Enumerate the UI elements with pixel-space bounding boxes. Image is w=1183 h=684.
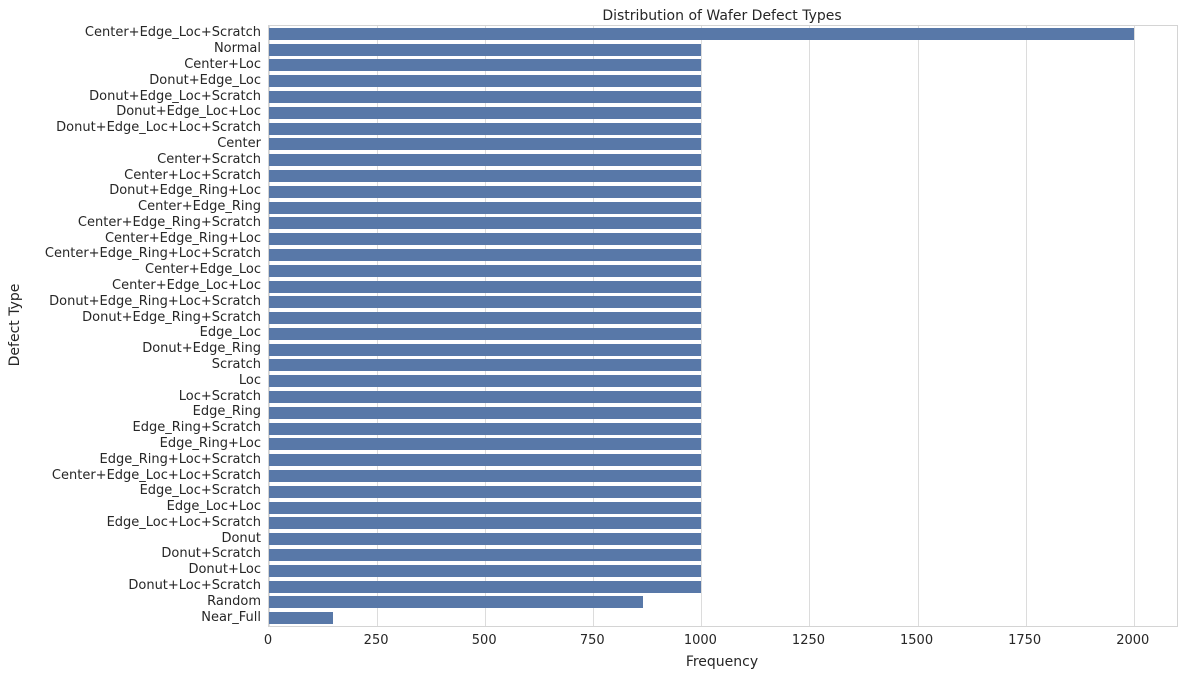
x-axis-label: Frequency	[685, 654, 759, 670]
y-tick-label: Donut+Edge_Ring	[142, 341, 261, 357]
y-tick-label: Edge_Loc+Scratch	[139, 483, 261, 499]
y-tick-label: Center+Edge_Loc	[145, 262, 261, 278]
x-tick-label: 1000	[683, 633, 717, 648]
bar-Donut+Edge_Ring+Loc	[269, 185, 702, 198]
bar-Edge_Ring	[269, 406, 702, 419]
y-tick-label: Donut+Edge_Ring+Scratch	[82, 309, 261, 325]
y-tick-label: Edge_Loc	[199, 325, 261, 341]
plot-area	[268, 25, 1178, 627]
bar-Center	[269, 138, 702, 151]
y-tick-label: Edge_Ring+Loc	[159, 435, 261, 451]
bar-Loc	[269, 375, 702, 388]
bar-Normal	[269, 43, 702, 56]
bar-Loc+Scratch	[269, 391, 702, 404]
y-tick-label: Loc	[238, 372, 261, 388]
y-tick-label: Edge_Ring+Loc+Scratch	[99, 451, 261, 467]
bar-Center+Edge_Ring+Loc	[269, 233, 702, 246]
y-tick-label: Donut	[221, 530, 261, 546]
y-tick-label: Normal	[213, 41, 261, 57]
y-tick-label: Donut+Edge_Ring+Loc	[109, 183, 261, 199]
gridline	[269, 26, 270, 626]
y-tick-label: Center+Scratch	[157, 151, 261, 167]
bar-Random	[269, 596, 644, 609]
y-tick-label: Edge_Ring+Scratch	[132, 420, 261, 436]
y-tick-label: Donut+Loc	[188, 562, 261, 578]
y-tick-label: Center+Edge_Loc+Scratch	[84, 25, 261, 41]
y-tick-label: Center+Edge_Ring	[138, 199, 261, 215]
y-tick-label: Loc+Scratch	[178, 388, 261, 404]
x-tick-label: 1750	[1008, 633, 1042, 648]
bar-Edge_Loc+Loc+Scratch	[269, 517, 702, 530]
chart-title: Distribution of Wafer Defect Types	[602, 8, 842, 24]
bar-Center+Edge_Ring+Loc+Scratch	[269, 248, 702, 261]
bar-Center+Edge_Loc+Scratch	[269, 27, 1134, 40]
y-tick-label: Edge_Loc+Loc	[166, 499, 261, 515]
bar-Donut+Edge_Loc+Scratch	[269, 91, 702, 104]
gridline	[701, 26, 703, 626]
bar-Center+Edge_Ring+Scratch	[269, 217, 702, 230]
bar-Donut+Edge_Ring	[269, 343, 702, 356]
y-tick-label: Center+Edge_Loc+Loc	[112, 278, 261, 294]
bar-Edge_Loc+Scratch	[269, 485, 702, 498]
bar-Donut+Scratch	[269, 548, 702, 561]
y-tick-label: Center+Edge_Ring+Loc	[104, 230, 261, 246]
bar-Edge_Loc	[269, 327, 702, 340]
bar-Edge_Loc+Loc	[269, 501, 702, 514]
bar-Donut+Loc+Scratch	[269, 580, 702, 593]
y-tick-label: Center+Loc	[184, 56, 261, 72]
bar-Donut+Edge_Loc	[269, 75, 702, 88]
gridline	[809, 26, 811, 626]
y-tick-label: Donut+Scratch	[161, 546, 261, 562]
bar-Center+Edge_Ring	[269, 201, 702, 214]
y-tick-label: Center+Edge_Ring+Scratch	[77, 214, 261, 230]
y-tick-label: Center	[217, 135, 261, 151]
y-tick-label: Edge_Ring	[192, 404, 261, 420]
bar-Donut+Edge_Ring+Loc+Scratch	[269, 296, 702, 309]
bar-Center+Edge_Loc+Loc	[269, 280, 702, 293]
bar-Edge_Ring+Scratch	[269, 422, 702, 435]
bar-Center+Loc	[269, 59, 702, 72]
bar-Center+Edge_Loc	[269, 264, 702, 277]
y-tick-label: Donut+Edge_Ring+Loc+Scratch	[49, 293, 261, 309]
y-tick-label: Center+Edge_Loc+Loc+Scratch	[51, 467, 261, 483]
bar-Edge_Ring+Loc	[269, 438, 702, 451]
x-tick-label: 1250	[791, 633, 826, 648]
y-tick-label: Donut+Edge_Loc	[149, 72, 261, 88]
gridline	[1133, 26, 1135, 626]
gridline	[485, 26, 487, 626]
bar-Donut+Edge_Ring+Scratch	[269, 312, 702, 325]
x-tick-label: 500	[471, 633, 497, 648]
y-tick-label: Near_Full	[201, 609, 261, 625]
gridline	[593, 26, 595, 626]
gridline	[377, 26, 379, 626]
y-tick-label: Donut+Loc+Scratch	[128, 578, 261, 594]
y-tick-label: Scratch	[211, 356, 261, 372]
bar-Near_Full	[269, 612, 334, 625]
bar-Scratch	[269, 359, 702, 372]
x-tick-label: 750	[579, 633, 605, 648]
bar-Donut+Loc	[269, 564, 702, 577]
y-tick-label: Edge_Loc+Loc+Scratch	[106, 514, 261, 530]
x-tick-label: 250	[363, 633, 389, 648]
y-tick-label: Donut+Edge_Loc+Loc+Scratch	[56, 120, 261, 136]
y-tick-label: Center+Edge_Ring+Loc+Scratch	[44, 246, 261, 262]
bar-Center+Loc+Scratch	[269, 170, 702, 182]
y-tick-label: Center+Loc+Scratch	[124, 167, 261, 183]
bar-Donut	[269, 533, 702, 546]
y-tick-label: Donut+Edge_Loc+Loc	[116, 104, 261, 120]
y-tick-label: Random	[207, 593, 261, 609]
gridline	[917, 26, 919, 626]
bar-Edge_Ring+Loc+Scratch	[269, 454, 702, 467]
y-tick-label: Donut+Edge_Loc+Scratch	[89, 88, 261, 104]
bar-Center+Scratch	[269, 154, 702, 167]
x-tick-label: 0	[263, 633, 273, 648]
x-tick-label: 1500	[900, 633, 934, 648]
gridline	[1025, 26, 1027, 626]
bar-Donut+Edge_Loc+Loc+Scratch	[269, 122, 702, 135]
bar-Center+Edge_Loc+Loc+Scratch	[269, 470, 702, 482]
bar-Donut+Edge_Loc+Loc	[269, 106, 702, 119]
x-tick-label: 2000	[1116, 633, 1150, 648]
